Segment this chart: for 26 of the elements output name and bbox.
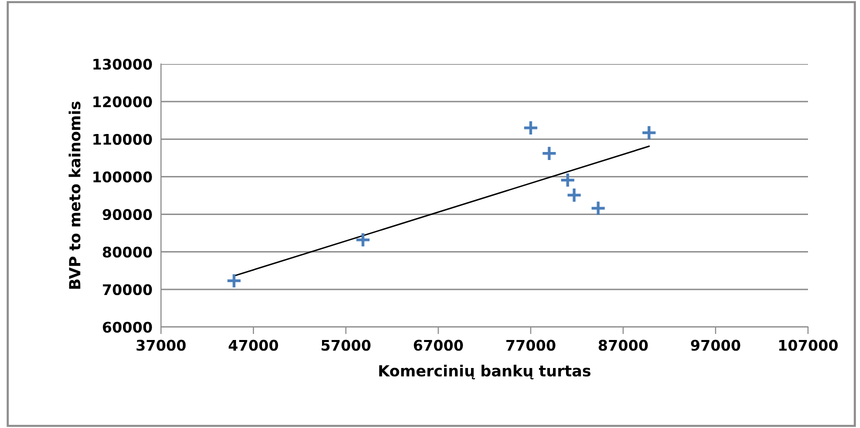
point	[354, 232, 371, 248]
y-tick-label: 120000	[93, 96, 152, 108]
x-tick-label: 67000	[414, 340, 463, 351]
point	[522, 120, 539, 136]
point	[566, 187, 582, 204]
y-tick-label: 90000	[102, 209, 152, 220]
x-tick-label: 47000	[228, 340, 278, 351]
x-tick-label: 87000	[598, 340, 648, 351]
y-tick-label: 80000	[102, 246, 152, 258]
x-tick-label: 57000	[322, 340, 371, 351]
point	[541, 145, 558, 162]
y-tick-label: 110000	[93, 134, 152, 145]
x-axis-title: Komercinių bankų turtas	[379, 364, 590, 380]
y-tick-label: 70000	[102, 284, 152, 296]
x-tick-label: 107000	[779, 340, 838, 351]
y-axis-title: BVP to meto kainomis	[68, 102, 80, 289]
y-tick-label: 60000	[102, 322, 152, 333]
x-tick-label: 37000	[136, 340, 186, 351]
x-tick-label: 77000	[506, 340, 556, 351]
y-tick-label: 100000	[93, 171, 152, 182]
point	[226, 272, 242, 289]
point	[590, 200, 606, 216]
point	[560, 172, 576, 188]
y-tick-label: 130000	[93, 58, 152, 70]
point	[641, 124, 657, 141]
x-tick-label: 97000	[690, 340, 740, 351]
